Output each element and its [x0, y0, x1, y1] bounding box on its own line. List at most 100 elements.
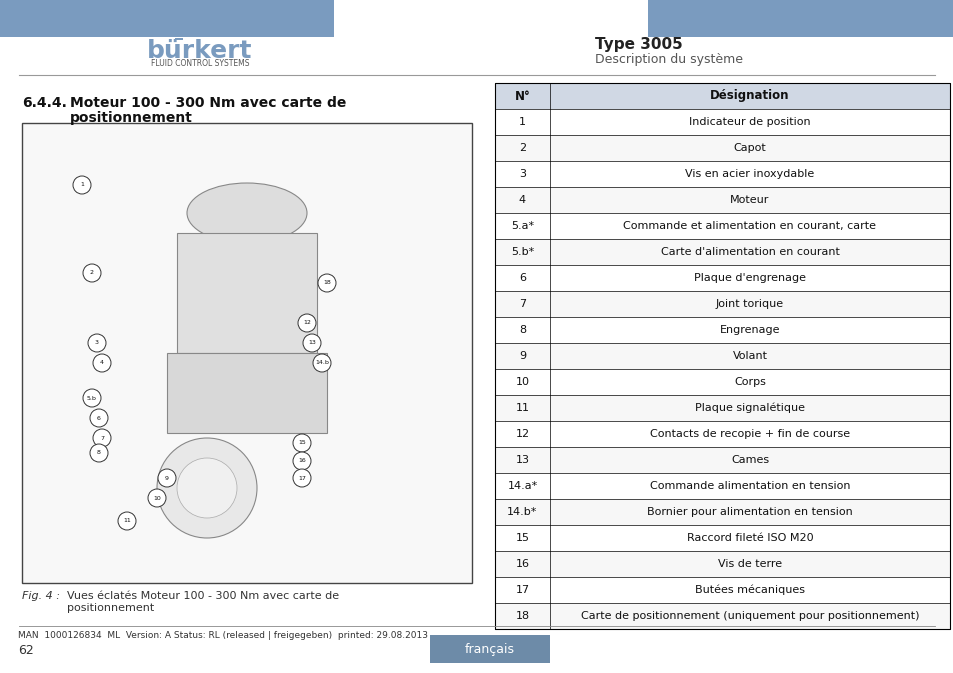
Text: 15: 15 [297, 441, 306, 446]
Bar [495, 525, 949, 551]
Text: positionnement: positionnement [70, 111, 193, 125]
Circle shape [158, 469, 175, 487]
Text: 16: 16 [297, 458, 306, 464]
Bar [495, 83, 949, 109]
Text: positionnement: positionnement [67, 603, 154, 613]
Text: Fig. 4 :: Fig. 4 : [22, 591, 60, 601]
Text: 15: 15 [515, 533, 529, 543]
Bar [495, 603, 949, 629]
Bar [495, 109, 949, 135]
Circle shape [92, 354, 111, 372]
Text: 1: 1 [80, 182, 84, 188]
Text: 18: 18 [515, 611, 529, 621]
Text: Indicateur de position: Indicateur de position [688, 117, 810, 127]
Bar [0, 0, 334, 37]
Text: Moteur 100 - 300 Nm avec carte de: Moteur 100 - 300 Nm avec carte de [70, 96, 346, 110]
Text: 5.a*: 5.a* [511, 221, 534, 231]
Text: 3: 3 [518, 169, 525, 179]
Bar [185, 35, 203, 37]
Circle shape [303, 334, 320, 352]
Circle shape [293, 434, 311, 452]
Text: Corps: Corps [733, 377, 765, 387]
Text: N°: N° [514, 90, 530, 102]
Text: Joint torique: Joint torique [715, 299, 783, 309]
Circle shape [92, 429, 111, 447]
Text: 18: 18 [323, 281, 331, 285]
Text: Butées mécaniques: Butées mécaniques [695, 585, 804, 595]
Circle shape [90, 409, 108, 427]
Text: 5.b*: 5.b* [511, 247, 534, 257]
Circle shape [118, 512, 136, 530]
Text: 12: 12 [515, 429, 529, 439]
Circle shape [83, 264, 101, 282]
Circle shape [88, 334, 106, 352]
Bar [495, 135, 949, 161]
Bar [647, 0, 953, 37]
Bar [495, 213, 949, 239]
Text: 13: 13 [308, 341, 315, 345]
Text: français: français [464, 643, 515, 656]
Text: 13: 13 [515, 455, 529, 465]
Text: FLUID CONTROL SYSTEMS: FLUID CONTROL SYSTEMS [151, 59, 249, 69]
Bar [495, 577, 949, 603]
Text: 2: 2 [518, 143, 525, 153]
Text: Commande alimentation en tension: Commande alimentation en tension [649, 481, 849, 491]
Bar [495, 369, 949, 395]
Text: 4: 4 [100, 361, 104, 365]
Text: 10: 10 [153, 495, 161, 501]
Text: Vues éclatés Moteur 100 - 300 Nm avec carte de: Vues éclatés Moteur 100 - 300 Nm avec ca… [67, 591, 338, 601]
Text: Plaque signalétique: Plaque signalétique [695, 402, 804, 413]
Bar [495, 83, 949, 629]
Text: 10: 10 [515, 377, 529, 387]
Text: 6: 6 [97, 415, 101, 421]
Circle shape [297, 314, 315, 332]
Text: 3: 3 [95, 341, 99, 345]
Text: 8: 8 [518, 325, 525, 335]
Circle shape [83, 389, 101, 407]
Text: Engrenage: Engrenage [719, 325, 780, 335]
Bar [495, 421, 949, 447]
Bar [495, 291, 949, 317]
Text: 11: 11 [515, 403, 529, 413]
Text: Volant: Volant [732, 351, 767, 361]
Text: 16: 16 [515, 559, 529, 569]
Bar [495, 473, 949, 499]
Text: 17: 17 [297, 476, 306, 481]
Text: Contacts de recopie + fin de course: Contacts de recopie + fin de course [649, 429, 849, 439]
Text: Description du système: Description du système [595, 52, 742, 65]
Text: 62: 62 [18, 645, 33, 658]
Text: Vis en acier inoxydable: Vis en acier inoxydable [684, 169, 814, 179]
Text: 2: 2 [90, 271, 94, 275]
Text: Moteur: Moteur [730, 195, 769, 205]
Text: 14.b*: 14.b* [507, 507, 537, 517]
Bar [430, 635, 550, 663]
Text: Cames: Cames [730, 455, 768, 465]
Text: 14.a*: 14.a* [507, 481, 537, 491]
Text: Désignation: Désignation [709, 90, 789, 102]
Text: 9: 9 [165, 476, 169, 481]
Bar [495, 161, 949, 187]
Text: Carte de positionnement (uniquement pour positionnement): Carte de positionnement (uniquement pour… [580, 611, 919, 621]
Text: Carte d'alimentation en courant: Carte d'alimentation en courant [659, 247, 839, 257]
Bar [495, 551, 949, 577]
Bar [495, 317, 949, 343]
Circle shape [73, 176, 91, 194]
Text: 12: 12 [303, 320, 311, 326]
Circle shape [317, 274, 335, 292]
Circle shape [293, 469, 311, 487]
Bar [177, 233, 316, 353]
Text: Capot: Capot [733, 143, 765, 153]
Text: Raccord fileté ISO M20: Raccord fileté ISO M20 [686, 533, 813, 543]
Circle shape [157, 438, 256, 538]
Circle shape [177, 458, 236, 518]
Text: 14.b: 14.b [314, 361, 329, 365]
Bar [495, 499, 949, 525]
Ellipse shape [187, 183, 307, 243]
Bar [495, 343, 949, 369]
Bar [167, 353, 327, 433]
Text: 9: 9 [518, 351, 525, 361]
Text: 4: 4 [518, 195, 525, 205]
Text: Vis de terre: Vis de terre [718, 559, 781, 569]
Text: 7: 7 [100, 435, 104, 441]
Bar [495, 239, 949, 265]
